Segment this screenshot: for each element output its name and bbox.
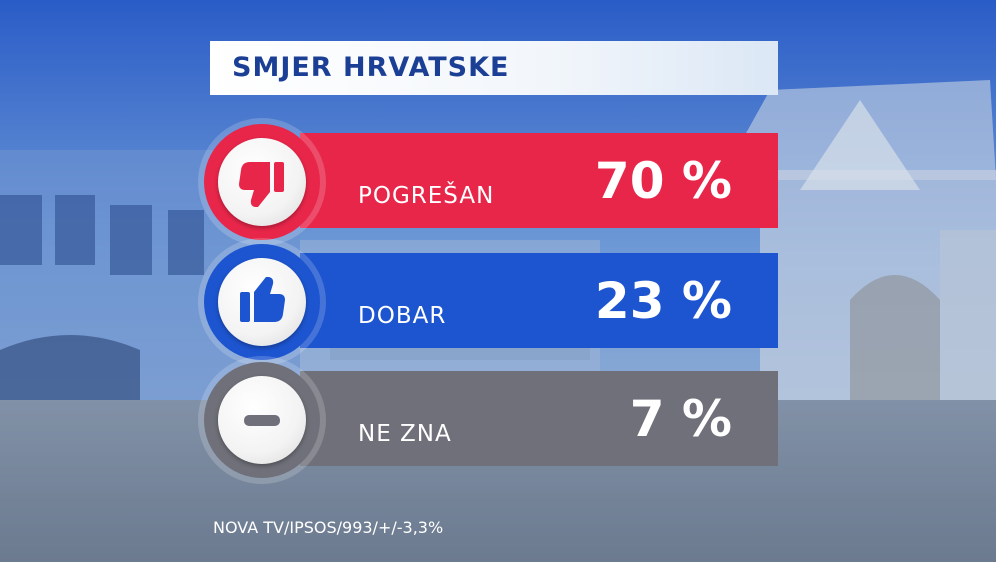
- thumbs-down-icon: [218, 138, 306, 226]
- bar-row: NE ZNA 7 %: [0, 362, 996, 488]
- icon-ring: [204, 244, 320, 360]
- bar-1: [300, 133, 778, 228]
- icon-ring: [204, 362, 320, 478]
- chart-title: SMJER HRVATSKE: [232, 52, 510, 83]
- icon-ring: [204, 124, 320, 240]
- minus-icon: [218, 376, 306, 464]
- value-label: 70 %: [594, 152, 732, 210]
- bar-2: [300, 253, 778, 348]
- title-bar: SMJER HRVATSKE: [210, 41, 778, 95]
- category-label: DOBAR: [358, 303, 447, 329]
- value-label: 23 %: [594, 272, 732, 330]
- value-label: 7 %: [629, 390, 732, 448]
- bar-row: DOBAR 23 %: [0, 244, 996, 370]
- bar-3: [300, 371, 778, 466]
- category-label: NE ZNA: [358, 421, 452, 447]
- thumbs-up-icon: [218, 258, 306, 346]
- source-note: NOVA TV/IPSOS/993/+/-3,3%: [213, 518, 444, 537]
- bar-row: POGREŠAN 70 %: [0, 124, 996, 250]
- category-label: POGREŠAN: [358, 183, 495, 209]
